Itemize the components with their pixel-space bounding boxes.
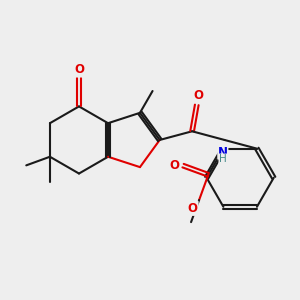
Text: N: N bbox=[218, 146, 228, 159]
Text: O: O bbox=[194, 89, 203, 102]
Text: O: O bbox=[74, 63, 84, 76]
Text: O: O bbox=[170, 159, 180, 172]
Text: O: O bbox=[188, 202, 197, 215]
Text: H: H bbox=[219, 154, 227, 164]
